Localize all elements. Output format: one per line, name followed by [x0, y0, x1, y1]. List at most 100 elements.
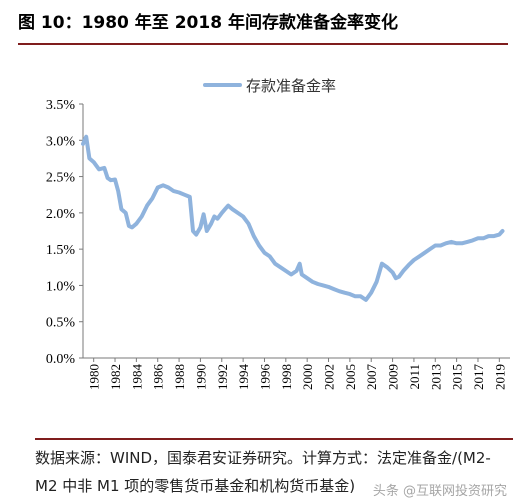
chart-area: 0.0% 0.5% 1.0% 1.5% 2.0% 2.5% 3.0% 3.5% 1980 1982…: [46, 77, 510, 391]
data-point: [177, 191, 181, 194]
data-point: [85, 135, 88, 138]
data-point: [113, 178, 117, 181]
data-point: [135, 222, 138, 225]
data-point: [247, 222, 250, 225]
x-tick-label: 1994: [236, 364, 251, 391]
data-point: [487, 234, 490, 238]
data-point: [327, 285, 330, 289]
data-point: [311, 280, 314, 283]
data-point: [295, 269, 298, 273]
x-tick-label: 2005: [343, 364, 358, 390]
data-point: [359, 295, 362, 298]
data-point: [428, 247, 432, 251]
data-point: [88, 157, 91, 160]
data-point: [167, 186, 170, 189]
data-point: [354, 295, 357, 298]
x-tick-label: 2007: [364, 364, 379, 391]
data-point: [188, 195, 191, 199]
data-point: [434, 244, 437, 247]
data-point: [220, 211, 223, 215]
x-tick-label: 2015: [450, 364, 465, 390]
data-point: [195, 233, 198, 236]
data-point: [213, 215, 216, 218]
data-point: [273, 262, 277, 265]
data-point: [498, 233, 501, 236]
data-point: [263, 251, 266, 254]
y-tick-label: 0.0%: [46, 352, 76, 367]
title-divider: [18, 43, 508, 45]
series-line-deposit-reserve-ratio: [81, 134, 505, 302]
data-point: [298, 262, 301, 265]
data-point: [205, 229, 208, 233]
y-tick-label: 3.0%: [46, 134, 76, 149]
data-point: [124, 211, 127, 215]
data-point: [191, 229, 195, 233]
data-point: [223, 208, 227, 211]
data-point: [300, 273, 303, 276]
data-point: [375, 280, 378, 283]
data-point: [284, 269, 287, 273]
data-point: [268, 255, 271, 258]
data-point: [120, 208, 123, 211]
data-point: [444, 242, 448, 245]
data-point: [450, 240, 453, 244]
x-tick-label: 2000: [300, 364, 315, 390]
data-point: [279, 266, 282, 269]
data-point: [216, 217, 219, 220]
data-point: [199, 226, 202, 229]
data-point: [316, 282, 320, 286]
chart-title: 图 10：1980 年至 2018 年间存款准备金率变化: [18, 13, 398, 33]
data-point: [97, 168, 101, 171]
x-tick-label: 1998: [279, 364, 294, 390]
data-point: [343, 291, 346, 294]
data-point: [241, 215, 245, 218]
data-point: [202, 213, 205, 216]
x-tick-label: 1990: [193, 364, 208, 390]
data-point: [394, 277, 397, 280]
data-point: [127, 224, 131, 228]
data-point: [231, 208, 234, 211]
data-point: [236, 211, 239, 215]
y-tick-label: 1.5%: [46, 243, 76, 258]
y-tick-label: 3.5%: [46, 98, 76, 113]
data-point: [391, 271, 394, 274]
data-point: [482, 237, 485, 240]
data-point: [397, 275, 401, 278]
watermark-text: 头条 @互联网投资研究: [372, 484, 507, 499]
data-point: [106, 176, 109, 180]
data-point: [183, 193, 186, 196]
data-point: [290, 273, 293, 276]
x-tick-label: 1992: [215, 364, 230, 390]
x-tick-label: 1996: [257, 364, 272, 391]
y-tick-label: 0.5%: [46, 316, 76, 331]
y-tick-label: 2.5%: [46, 171, 76, 186]
data-point: [466, 240, 469, 244]
data-point: [161, 184, 165, 187]
data-point: [156, 186, 159, 189]
data-point: [140, 215, 143, 218]
data-point: [257, 244, 261, 247]
data-point: [476, 237, 480, 240]
x-tick-label: 2017: [471, 364, 486, 391]
x-tick-label: 1986: [151, 364, 166, 391]
y-tick-label: 1.0%: [46, 279, 76, 294]
data-point: [145, 204, 149, 207]
data-point: [252, 234, 255, 238]
data-point: [370, 291, 373, 294]
data-point: [117, 189, 120, 193]
data-point: [172, 189, 175, 193]
data-point: [109, 179, 113, 182]
data-point: [151, 197, 154, 200]
legend-label: 存款准备金率: [246, 77, 336, 95]
x-tick-label: 2013: [428, 364, 443, 390]
data-point: [407, 263, 410, 267]
x-tick-label: 1988: [172, 364, 187, 390]
data-point: [348, 292, 352, 296]
data-point: [386, 266, 389, 269]
x-tick-label: 1984: [129, 364, 144, 391]
data-point: [455, 242, 458, 245]
data-point: [130, 226, 134, 229]
data-point: [306, 277, 309, 280]
data-point: [423, 251, 426, 254]
data-point: [92, 160, 95, 164]
